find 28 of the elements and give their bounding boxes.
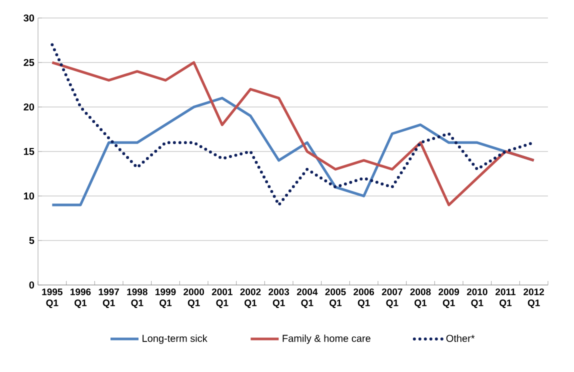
x-tick-label: 2008 Q1 bbox=[410, 288, 431, 308]
y-tick-label: 15 bbox=[24, 148, 34, 155]
x-tick-label: 1995 Q1 bbox=[42, 288, 62, 308]
legend-label: Family & home care bbox=[282, 334, 370, 344]
x-tick-label: 2003 Q1 bbox=[268, 288, 290, 308]
x-tick-label: 2002 Q1 bbox=[240, 288, 261, 308]
y-tick-label: 5 bbox=[29, 236, 34, 244]
y-tick-label: 0 bbox=[29, 281, 34, 289]
x-tick-label: 1999 Q1 bbox=[156, 288, 176, 308]
y-tick-label: 25 bbox=[24, 58, 34, 66]
x-tick-label: 1996 Q1 bbox=[70, 288, 91, 308]
x-tick-label: 2012 Q1 bbox=[524, 288, 544, 308]
legend-label: Long-term sick bbox=[142, 334, 208, 344]
legend-label: Other* bbox=[446, 334, 475, 342]
x-tick-label: 2004 Q1 bbox=[296, 288, 318, 308]
x-tick-label: 2010 Q1 bbox=[466, 288, 488, 308]
x-tick-label: 2009 Q1 bbox=[438, 288, 460, 308]
x-tick-label: 1997 Q1 bbox=[98, 288, 119, 308]
x-tick-label: 1998 Q1 bbox=[127, 288, 148, 308]
x-tick-label: 2007 Q1 bbox=[382, 288, 402, 308]
x-tick-label: 2001 Q1 bbox=[212, 288, 232, 308]
x-tick-label: 2005 Q1 bbox=[325, 288, 346, 308]
y-tick-label: 30 bbox=[24, 14, 34, 22]
y-tick-label: 10 bbox=[24, 192, 34, 200]
y-tick-label: 20 bbox=[24, 103, 34, 111]
x-tick-label: 2006 Q1 bbox=[354, 288, 374, 308]
x-tick-label: 2000 Q1 bbox=[184, 288, 204, 308]
x-tick-label: 2011 Q1 bbox=[496, 288, 516, 308]
